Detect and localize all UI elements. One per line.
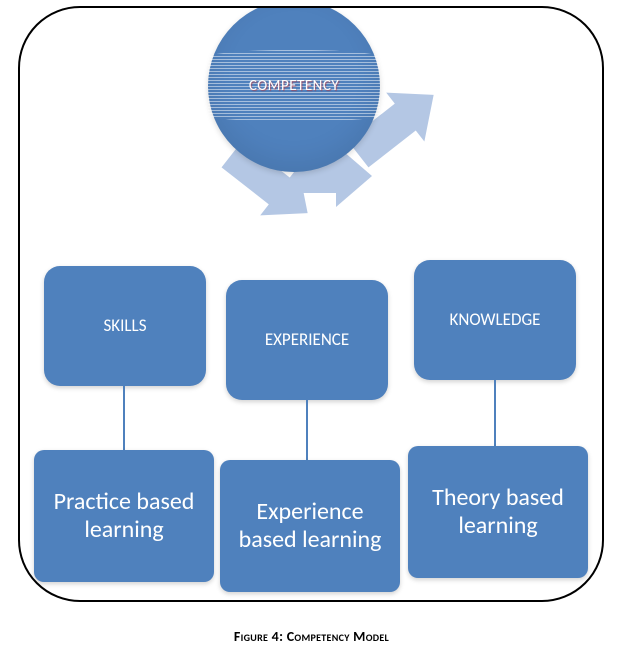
tier2-label: SKILLS — [103, 316, 146, 336]
root-node-competency: COMPETENCY — [208, 6, 380, 172]
tier2-box-skills: SKILLS — [44, 266, 206, 386]
connector-line — [123, 386, 125, 450]
tier2-label: KNOWLEDGE — [450, 310, 541, 330]
tier3-label: Practice based learning — [40, 488, 208, 543]
connector-line — [306, 400, 308, 460]
tier3-box-theory: Theory based learning — [408, 446, 588, 578]
tier3-label: Theory based learning — [414, 484, 582, 539]
tier3-label: Experience based learning — [226, 498, 394, 553]
connector-line — [494, 380, 496, 446]
tier3-box-experience-learning: Experience based learning — [220, 460, 400, 592]
tier2-label: EXPERIENCE — [265, 330, 349, 350]
tier3-box-practice: Practice based learning — [34, 450, 214, 582]
figure-caption: Figure 4: Competency Model — [0, 628, 623, 645]
tier2-box-knowledge: KNOWLEDGE — [414, 260, 576, 380]
caption-text: Figure 4: Competency Model — [234, 628, 389, 645]
tier2-box-experience: EXPERIENCE — [226, 280, 388, 400]
diagram-frame: COMPETENCY SKILLS EXPERIENCE KNOWLEDGE P… — [18, 6, 604, 602]
root-label: COMPETENCY — [249, 77, 339, 95]
